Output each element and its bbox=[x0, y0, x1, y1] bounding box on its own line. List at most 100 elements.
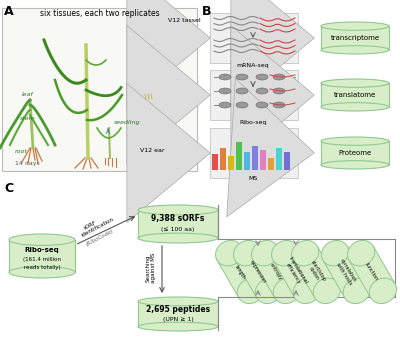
Text: Searching: Searching bbox=[146, 254, 150, 282]
Ellipse shape bbox=[255, 278, 282, 304]
Ellipse shape bbox=[256, 74, 268, 80]
Bar bbox=[252, 146, 258, 170]
Text: Proteome: Proteome bbox=[338, 150, 372, 156]
Text: seedling: seedling bbox=[114, 120, 140, 125]
Text: correlation
with hosts: correlation with hosts bbox=[334, 258, 358, 286]
Text: V12 ear: V12 ear bbox=[140, 148, 164, 153]
Text: stem: stem bbox=[20, 116, 36, 121]
Text: (UPN ≥ 1): (UPN ≥ 1) bbox=[163, 316, 193, 321]
Ellipse shape bbox=[234, 240, 261, 266]
FancyBboxPatch shape bbox=[210, 70, 298, 120]
Ellipse shape bbox=[272, 240, 299, 266]
Bar bbox=[273, 246, 319, 298]
Text: six tissues, each two replicates: six tissues, each two replicates bbox=[40, 9, 160, 18]
Bar bbox=[138, 210, 218, 238]
Ellipse shape bbox=[322, 240, 349, 266]
Text: 2,695 peptides: 2,695 peptides bbox=[146, 304, 210, 314]
Bar bbox=[321, 83, 389, 107]
Ellipse shape bbox=[369, 278, 396, 304]
FancyBboxPatch shape bbox=[210, 13, 298, 63]
Bar bbox=[321, 141, 389, 165]
Ellipse shape bbox=[216, 240, 243, 266]
Bar bbox=[253, 246, 299, 298]
Text: Ribo-seq: Ribo-seq bbox=[239, 120, 267, 125]
Ellipse shape bbox=[219, 88, 231, 94]
Text: length: length bbox=[234, 264, 246, 280]
Ellipse shape bbox=[219, 102, 231, 108]
Text: root: root bbox=[15, 149, 28, 154]
Ellipse shape bbox=[219, 74, 231, 80]
Bar bbox=[138, 302, 218, 326]
Ellipse shape bbox=[313, 278, 340, 304]
Ellipse shape bbox=[273, 74, 285, 80]
FancyBboxPatch shape bbox=[2, 8, 197, 171]
Bar bbox=[293, 246, 339, 298]
Text: mRNA-seq: mRNA-seq bbox=[237, 63, 269, 68]
Ellipse shape bbox=[273, 88, 285, 94]
Text: reads totally): reads totally) bbox=[24, 265, 60, 269]
Ellipse shape bbox=[138, 233, 218, 243]
Text: sORF: sORF bbox=[83, 220, 97, 231]
Ellipse shape bbox=[138, 205, 218, 215]
Ellipse shape bbox=[321, 137, 389, 145]
Ellipse shape bbox=[237, 278, 264, 304]
Text: transcriptome: transcriptome bbox=[330, 35, 380, 41]
Ellipse shape bbox=[9, 267, 75, 278]
Ellipse shape bbox=[138, 322, 218, 331]
Ellipse shape bbox=[9, 234, 75, 245]
Bar bbox=[212, 154, 218, 170]
Text: (RiboCode): (RiboCode) bbox=[85, 228, 115, 247]
Ellipse shape bbox=[138, 297, 218, 306]
Bar bbox=[228, 156, 234, 170]
Text: A: A bbox=[4, 5, 14, 18]
Bar bbox=[323, 246, 369, 298]
Bar bbox=[268, 158, 274, 170]
Text: C: C bbox=[4, 182, 13, 195]
Ellipse shape bbox=[236, 102, 248, 108]
Bar bbox=[284, 152, 290, 170]
Bar bbox=[220, 148, 226, 170]
Ellipse shape bbox=[321, 22, 389, 30]
Text: translatome: translatome bbox=[334, 92, 376, 98]
Bar bbox=[235, 246, 281, 298]
Ellipse shape bbox=[321, 79, 389, 87]
Text: 14 days: 14 days bbox=[15, 161, 40, 166]
Bar bbox=[217, 246, 263, 298]
Text: (161.4 million: (161.4 million bbox=[23, 257, 61, 262]
Ellipse shape bbox=[273, 278, 300, 304]
Ellipse shape bbox=[236, 74, 248, 80]
Text: start/stop
codon: start/stop codon bbox=[305, 259, 327, 285]
Ellipse shape bbox=[321, 103, 389, 111]
Ellipse shape bbox=[348, 240, 375, 266]
Ellipse shape bbox=[256, 88, 268, 94]
Ellipse shape bbox=[136, 94, 160, 146]
Bar bbox=[236, 142, 242, 170]
Ellipse shape bbox=[321, 161, 389, 169]
Ellipse shape bbox=[293, 278, 320, 304]
Text: entropy: entropy bbox=[269, 263, 283, 282]
Ellipse shape bbox=[343, 278, 370, 304]
Text: against MS: against MS bbox=[152, 253, 156, 283]
Ellipse shape bbox=[252, 240, 279, 266]
Text: identification: identification bbox=[81, 217, 115, 238]
Bar bbox=[260, 150, 266, 170]
Ellipse shape bbox=[292, 240, 319, 266]
Text: V12 tassel: V12 tassel bbox=[168, 18, 201, 23]
Text: function: function bbox=[364, 262, 380, 282]
Ellipse shape bbox=[321, 46, 389, 54]
Ellipse shape bbox=[256, 102, 268, 108]
Bar bbox=[244, 152, 250, 170]
Text: 9,388 sORFs: 9,388 sORFs bbox=[151, 215, 205, 224]
Ellipse shape bbox=[273, 102, 285, 108]
Bar bbox=[321, 26, 389, 50]
Bar bbox=[9, 240, 75, 272]
Text: translational
efficiency: translational efficiency bbox=[283, 256, 309, 288]
FancyBboxPatch shape bbox=[210, 128, 298, 178]
Text: B: B bbox=[202, 5, 212, 18]
Bar bbox=[349, 246, 395, 298]
Text: (≤ 100 aa): (≤ 100 aa) bbox=[161, 227, 195, 232]
Text: expression: expression bbox=[249, 260, 267, 284]
Text: leaf: leaf bbox=[22, 92, 34, 97]
Text: MS: MS bbox=[248, 176, 258, 181]
Bar bbox=[276, 148, 282, 170]
